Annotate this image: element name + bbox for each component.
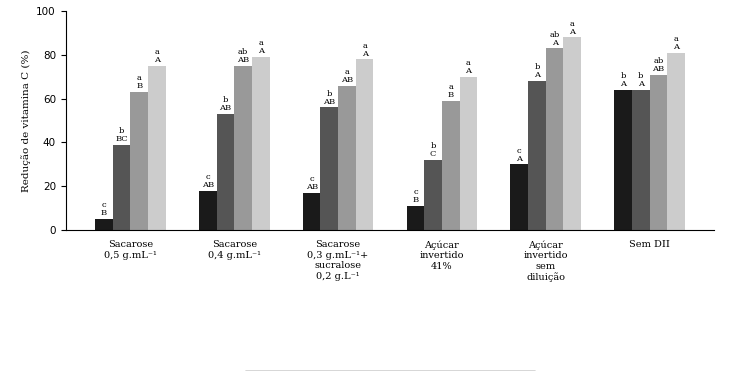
Text: a
A: a A: [258, 39, 264, 55]
Bar: [650, 75, 667, 230]
Bar: [667, 53, 685, 230]
Text: a
A: a A: [362, 42, 367, 58]
Bar: [113, 145, 130, 230]
Text: a
A: a A: [673, 35, 679, 51]
Text: a
AB: a AB: [341, 68, 353, 84]
Bar: [303, 193, 321, 230]
Text: b
BC: b BC: [115, 127, 128, 143]
Bar: [252, 57, 270, 230]
Text: b
A: b A: [620, 72, 626, 88]
Bar: [407, 206, 424, 230]
Text: c
B: c B: [413, 188, 418, 204]
Bar: [148, 66, 165, 230]
Bar: [424, 160, 442, 230]
Bar: [459, 77, 477, 230]
Bar: [510, 164, 528, 230]
Text: b
C: b C: [430, 142, 436, 158]
Text: a
B: a B: [136, 74, 142, 91]
Bar: [199, 191, 217, 230]
Bar: [546, 48, 564, 230]
Text: a
A: a A: [154, 48, 160, 64]
Bar: [95, 219, 113, 230]
Text: b
A: b A: [638, 72, 644, 88]
Bar: [528, 81, 546, 230]
Text: c
A: c A: [516, 147, 522, 162]
Text: ab
AB: ab AB: [652, 57, 665, 73]
Text: a
A: a A: [465, 59, 472, 75]
Bar: [130, 92, 148, 230]
Text: a
B: a B: [448, 83, 454, 99]
Text: b
AB: b AB: [219, 96, 232, 112]
Bar: [234, 66, 252, 230]
Bar: [338, 86, 356, 230]
Bar: [217, 114, 234, 230]
Bar: [632, 90, 650, 230]
Bar: [321, 108, 338, 230]
Bar: [564, 37, 581, 230]
Bar: [356, 59, 373, 230]
Y-axis label: Redução de vitamina C (%): Redução de vitamina C (%): [21, 49, 31, 192]
Text: a
A: a A: [569, 20, 575, 36]
Text: c
AB: c AB: [305, 175, 318, 191]
Bar: [442, 101, 459, 230]
Text: c
AB: c AB: [202, 173, 214, 189]
Text: ab
AB: ab AB: [237, 48, 249, 64]
Text: c
B: c B: [101, 201, 107, 217]
Text: ab
A: ab A: [550, 30, 560, 47]
Text: b
AB: b AB: [323, 90, 335, 106]
Bar: [615, 90, 632, 230]
Text: b
A: b A: [534, 63, 540, 79]
